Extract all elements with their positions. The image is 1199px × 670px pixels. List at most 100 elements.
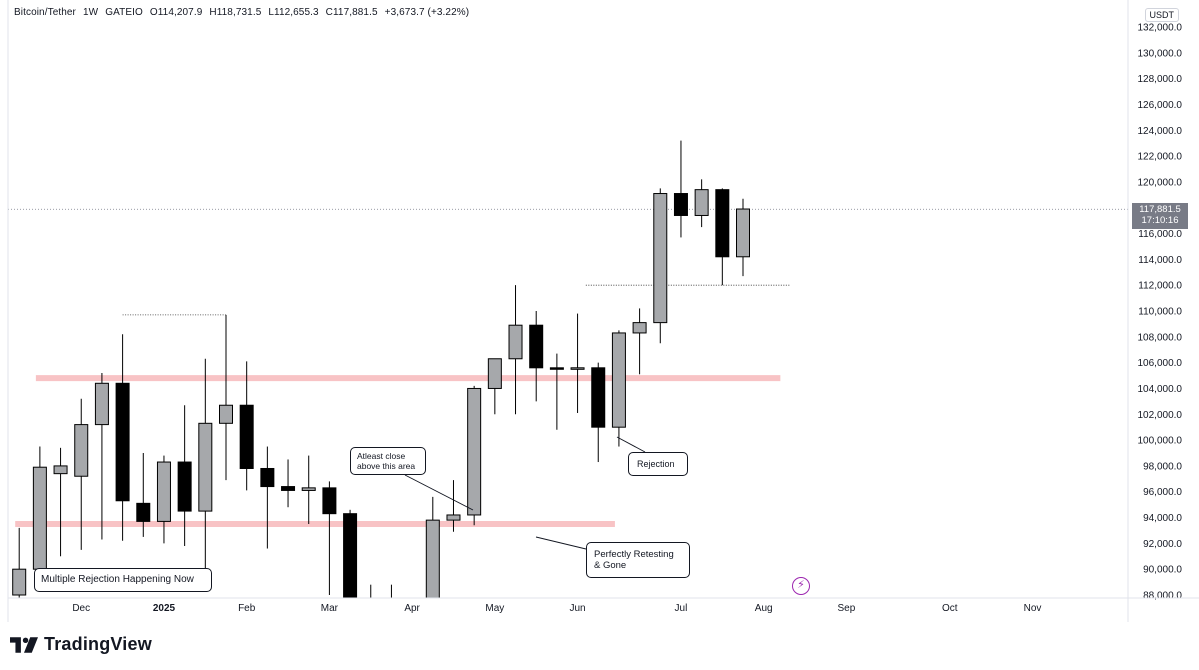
x-tick-label: 2025 bbox=[153, 603, 176, 614]
candle-body-14 bbox=[301, 487, 316, 491]
candle-body-8 bbox=[177, 461, 192, 512]
levels-layer bbox=[8, 208, 1128, 316]
rejection-pointer bbox=[616, 436, 646, 453]
x-tick-label: Sep bbox=[838, 603, 856, 614]
y-tick-label: 90,000.0 bbox=[1143, 565, 1182, 576]
chart-canvas[interactable]: 132,000.0 130,000.0 128,000.0 126,000.0 124,… bbox=[0, 0, 1199, 622]
candle-body-21 bbox=[446, 514, 461, 521]
y-tick-label: 100,000.0 bbox=[1138, 436, 1183, 447]
candle-body-23 bbox=[487, 358, 502, 389]
y-tick-label: 128,000.0 bbox=[1138, 74, 1183, 85]
high-value: H118,731.5 bbox=[209, 7, 262, 18]
y-tick-label: 88,000.0 bbox=[1143, 591, 1182, 602]
x-tick-label: Feb bbox=[238, 603, 256, 614]
candle-body-12 bbox=[260, 467, 275, 488]
resistance-zone bbox=[35, 375, 781, 382]
price-axis: 132,000.0 130,000.0 128,000.0 126,000.0 124,… bbox=[1138, 23, 1183, 602]
x-tick-label: Nov bbox=[1024, 603, 1042, 614]
y-tick-label: 132,000.0 bbox=[1138, 23, 1183, 34]
currency-label[interactable]: USDT bbox=[1144, 8, 1179, 22]
candle-body-28 bbox=[591, 367, 606, 428]
y-tick-label: 124,000.0 bbox=[1138, 126, 1183, 137]
candle-body-35 bbox=[736, 208, 750, 258]
exchange-label: GATEIO bbox=[105, 7, 143, 18]
x-tick-label: Jun bbox=[569, 603, 585, 614]
candle-body-26 bbox=[549, 367, 564, 370]
y-tick-label: 110,000.0 bbox=[1138, 307, 1182, 318]
symbol-legend: Bitcoin/Tether 1W GATEIO O114,207.9 H118,731… bbox=[14, 7, 476, 18]
y-tick-label: 108,000.0 bbox=[1138, 332, 1183, 343]
brand-name: TradingView bbox=[44, 634, 152, 654]
candle-body-4 bbox=[94, 382, 109, 426]
candle-body-16 bbox=[343, 513, 358, 598]
y-tick-label: 120,000.0 bbox=[1138, 177, 1183, 188]
last-price-tag: 117,881.5 17:10:16 bbox=[1132, 203, 1188, 229]
candle-body-11 bbox=[239, 404, 254, 469]
tradingview-brand[interactable]: TradingView bbox=[10, 634, 152, 655]
y-tick-label: 102,000.0 bbox=[1138, 410, 1183, 421]
x-tick-label: May bbox=[485, 603, 504, 614]
x-tick-label: Jul bbox=[675, 603, 688, 614]
y-tick-label: 112,000.0 bbox=[1138, 281, 1182, 292]
x-tick-label: Apr bbox=[404, 603, 420, 614]
candle-body-24 bbox=[508, 324, 523, 360]
x-tick-label: Oct bbox=[942, 603, 958, 614]
chart-frame: 132,000.0 130,000.0 128,000.0 126,000.0 124,… bbox=[0, 0, 1199, 622]
candle-body-6 bbox=[136, 502, 151, 522]
y-tick-label: 106,000.0 bbox=[1138, 358, 1183, 369]
x-tick-label: Mar bbox=[321, 603, 339, 614]
x-tick-label: Dec bbox=[72, 603, 90, 614]
candle-body-33 bbox=[694, 189, 709, 216]
zones-layer bbox=[15, 375, 781, 527]
y-tick-label: 96,000.0 bbox=[1143, 487, 1182, 498]
support-zone bbox=[15, 521, 615, 527]
candles-layer bbox=[12, 140, 750, 598]
time-axis: Dec 2025 Feb Mar Apr May Jun Jul Aug Sep Oct Nov bbox=[72, 603, 1041, 614]
multiple-rejection-callout: Multiple Rejection Happening Now bbox=[34, 568, 212, 592]
y-tick-label: 126,000.0 bbox=[1138, 100, 1183, 111]
open-value: O114,207.9 bbox=[149, 7, 203, 18]
candle-body-30 bbox=[632, 322, 647, 334]
tradingview-logo-icon bbox=[10, 636, 38, 653]
candle-body-7 bbox=[156, 461, 171, 522]
candle-body-22 bbox=[467, 387, 482, 516]
candle-body-3 bbox=[74, 424, 89, 477]
symbol-name: Bitcoin/Tether bbox=[14, 7, 76, 18]
candle-body-20 bbox=[425, 519, 440, 598]
y-tick-label: 122,000.0 bbox=[1138, 152, 1183, 163]
rejection-text: Rejection bbox=[637, 459, 675, 469]
candle-body-13 bbox=[281, 486, 296, 491]
candle-body-15 bbox=[322, 487, 337, 515]
y-tick-label: 116,000.0 bbox=[1138, 229, 1182, 240]
lightning-icon[interactable]: ⚡ bbox=[792, 577, 810, 595]
candle-body-9 bbox=[198, 422, 213, 512]
y-tick-label: 94,000.0 bbox=[1143, 513, 1182, 524]
retesting-callout: Perfectly Retesting & Gone bbox=[586, 542, 690, 578]
candle-body-0 bbox=[12, 568, 27, 596]
candle-body-25 bbox=[529, 324, 544, 369]
candle-body-32 bbox=[673, 193, 688, 216]
candle-body-27 bbox=[570, 367, 585, 370]
candle-body-29 bbox=[611, 332, 626, 428]
rejection-callout: Rejection bbox=[628, 452, 688, 476]
candle-body-34 bbox=[715, 189, 730, 258]
y-tick-label: 92,000.0 bbox=[1143, 539, 1182, 550]
y-tick-label: 104,000.0 bbox=[1138, 384, 1183, 395]
close-value: C117,881.5 bbox=[325, 7, 378, 18]
close-above-line2: above this area bbox=[357, 461, 416, 471]
retesting-pointer bbox=[535, 536, 587, 550]
close-above-pointer bbox=[404, 474, 474, 511]
candle-body-2 bbox=[53, 465, 68, 475]
retesting-line1: Perfectly Retesting bbox=[594, 549, 674, 560]
retesting-line2: & Gone bbox=[594, 560, 627, 571]
change-value: +3,673.7 (+3.22%) bbox=[384, 7, 470, 18]
x-tick-label: Aug bbox=[755, 603, 773, 614]
callout-pointers bbox=[404, 436, 646, 550]
last-price-value: 117,881.5 bbox=[1139, 204, 1181, 215]
interval-label: 1W bbox=[83, 7, 99, 18]
candle-body-5 bbox=[115, 382, 130, 502]
close-above-callout: Atleast close above this area bbox=[350, 447, 426, 475]
low-value: L112,655.3 bbox=[268, 7, 319, 18]
y-tick-label: 130,000.0 bbox=[1138, 48, 1183, 59]
y-tick-label: 114,000.0 bbox=[1138, 255, 1182, 266]
